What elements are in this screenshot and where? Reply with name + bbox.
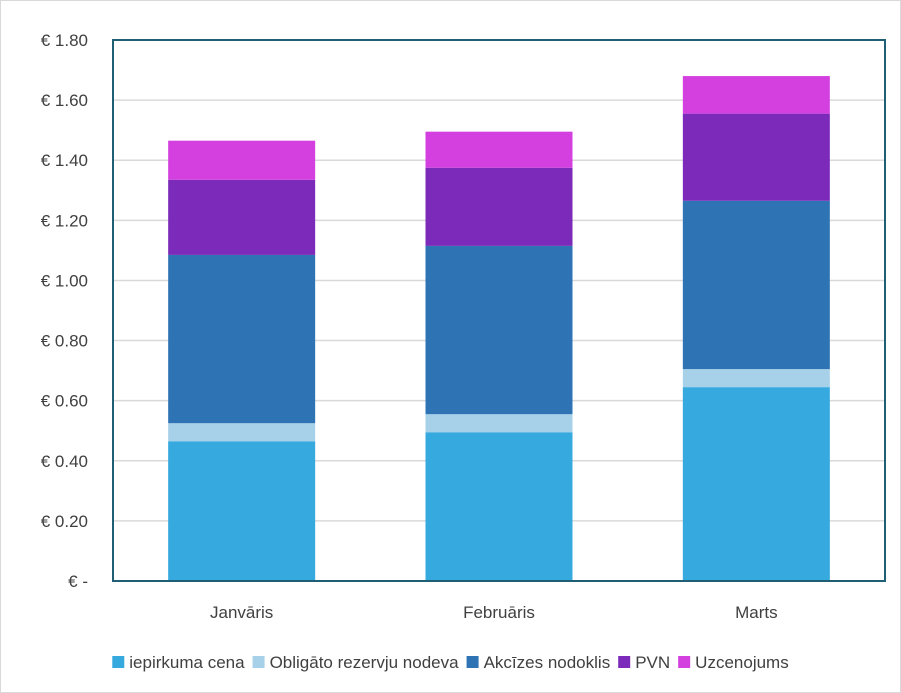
legend-label-akcizes-nodoklis: Akcīzes nodoklis <box>484 653 611 672</box>
legend-swatch-pvn <box>618 656 631 668</box>
bars <box>168 76 830 581</box>
bar-segment-iepirkuma-cena-februaris <box>425 432 573 581</box>
y-tick-label: € 1.20 <box>41 211 88 230</box>
legend-swatch-iepirkuma-cena <box>112 656 125 668</box>
bar-segment-pvn-februaris <box>425 167 573 246</box>
bar-segment-akcizes-nodoklis-janvaris <box>168 254 316 424</box>
y-tick-label: € 0.80 <box>41 332 88 351</box>
x-tick-label: Februāris <box>463 603 535 622</box>
y-tick-label: € 0.20 <box>41 512 88 531</box>
x-tick-label: Janvāris <box>210 603 273 622</box>
bar-segment-uzcenojums-janvaris <box>168 140 316 180</box>
legend-swatch-akcizes-nodoklis <box>466 656 479 668</box>
legend-label-pvn: PVN <box>635 653 670 672</box>
bar-segment-obligato-rezervju-nodeva-marts <box>682 369 830 388</box>
x-tick-label: Marts <box>735 603 778 622</box>
bar-segment-iepirkuma-cena-marts <box>682 387 830 581</box>
bar-segment-uzcenojums-marts <box>682 76 830 114</box>
y-axis-tick-labels: € - € 0.20 € 0.40 € 0.60 € 0.80 € 1.00 € 1.20 €… <box>41 31 88 591</box>
y-tick-label: € 1.60 <box>41 91 88 110</box>
legend-label-iepirkuma-cena: iepirkuma cena <box>129 653 245 672</box>
legend-swatch-obligato-rezervju-nodeva <box>252 656 265 668</box>
plot-area-border <box>112 39 886 582</box>
y-tick-label: € - <box>68 572 88 591</box>
bar-segment-akcizes-nodoklis-marts <box>682 200 830 370</box>
bar-segment-obligato-rezervju-nodeva-janvaris <box>168 423 316 442</box>
y-tick-label: € 0.40 <box>41 452 88 471</box>
bar-segment-pvn-janvaris <box>168 179 316 255</box>
legend-label-obligato-rezervju-nodeva: Obligāto rezervju nodeva <box>270 653 460 672</box>
x-axis-tick-labels: Janvāris Februāris Marts <box>210 603 778 622</box>
bar-segment-iepirkuma-cena-janvaris <box>168 441 316 581</box>
y-tick-label: € 1.80 <box>41 31 88 50</box>
bar-segment-pvn-marts <box>682 113 830 201</box>
y-tick-label: € 1.40 <box>41 151 88 170</box>
legend: iepirkuma cena Obligāto rezervju nodeva Ak… <box>112 653 789 672</box>
bar-segment-uzcenojums-februaris <box>425 131 573 168</box>
bar-segment-obligato-rezervju-nodeva-februaris <box>425 414 573 433</box>
legend-label-uzcenojums: Uzcenojums <box>695 653 789 672</box>
y-tick-label: € 0.60 <box>41 392 88 411</box>
y-tick-label: € 1.00 <box>41 271 88 290</box>
bar-segment-akcizes-nodoklis-februaris <box>425 245 573 415</box>
legend-swatch-uzcenojums <box>678 656 691 668</box>
